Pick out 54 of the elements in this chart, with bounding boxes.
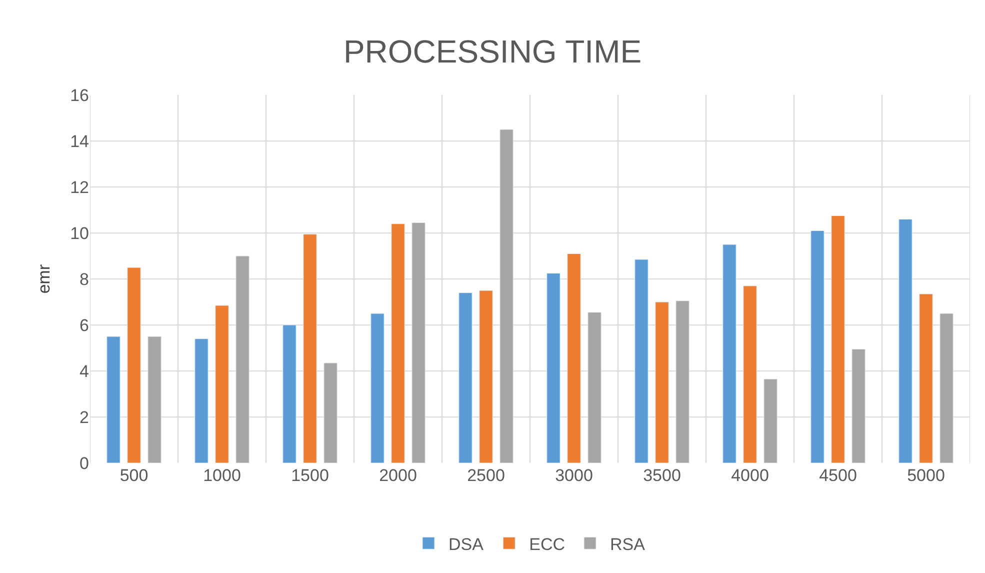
x-tick-label: 3500 (643, 466, 681, 485)
bar (831, 216, 845, 463)
bar (743, 286, 757, 463)
bar (655, 302, 669, 463)
x-tick-label: 3000 (555, 466, 593, 485)
bar (282, 324, 296, 463)
bar (919, 294, 933, 463)
bar (588, 312, 602, 463)
bar (106, 336, 120, 463)
x-tick-label: 500 (120, 466, 148, 485)
x-tick-label: 2500 (467, 466, 505, 485)
bar (567, 253, 581, 463)
bar (303, 234, 317, 463)
y-tick-label: 0 (80, 454, 89, 473)
x-tick-label: 1000 (203, 466, 241, 485)
y-tick-label: 10 (70, 224, 89, 243)
bar (546, 273, 560, 463)
bar (215, 305, 229, 463)
bar (412, 222, 426, 463)
bar (391, 224, 405, 463)
bar (722, 244, 736, 463)
legend-label: ECC (529, 534, 566, 554)
bar (194, 338, 208, 463)
x-tick-label: 1500 (291, 466, 329, 485)
y-tick-label: 16 (70, 86, 89, 105)
x-tick-label: 5000 (907, 466, 945, 485)
bar (370, 313, 384, 463)
x-tick-label: 4500 (819, 466, 857, 485)
legend-label: DSA (448, 534, 484, 554)
y-tick-label: 2 (80, 408, 89, 427)
bar (324, 362, 338, 463)
bar (479, 290, 493, 463)
legend-label: RSA (610, 534, 646, 554)
bar (634, 259, 648, 463)
bar (764, 378, 778, 463)
y-tick-label: 14 (70, 132, 89, 151)
bar (940, 313, 954, 463)
bar (148, 336, 162, 463)
bar (810, 230, 824, 463)
bar (676, 300, 690, 463)
y-tick-label: 12 (70, 178, 89, 197)
y-tick-label: 6 (80, 316, 89, 335)
bar (898, 218, 912, 463)
y-tick-label: 8 (80, 270, 89, 289)
bar (458, 292, 472, 463)
bar (500, 129, 514, 463)
bar (127, 267, 141, 463)
y-tick-label: 4 (80, 362, 89, 381)
bar (852, 348, 866, 463)
chart-title: PROCESSING TIME (343, 34, 642, 70)
x-tick-label: 4000 (731, 466, 769, 485)
bar (236, 256, 250, 463)
y-axis-title: emr (34, 264, 54, 294)
x-tick-label: 2000 (379, 466, 417, 485)
